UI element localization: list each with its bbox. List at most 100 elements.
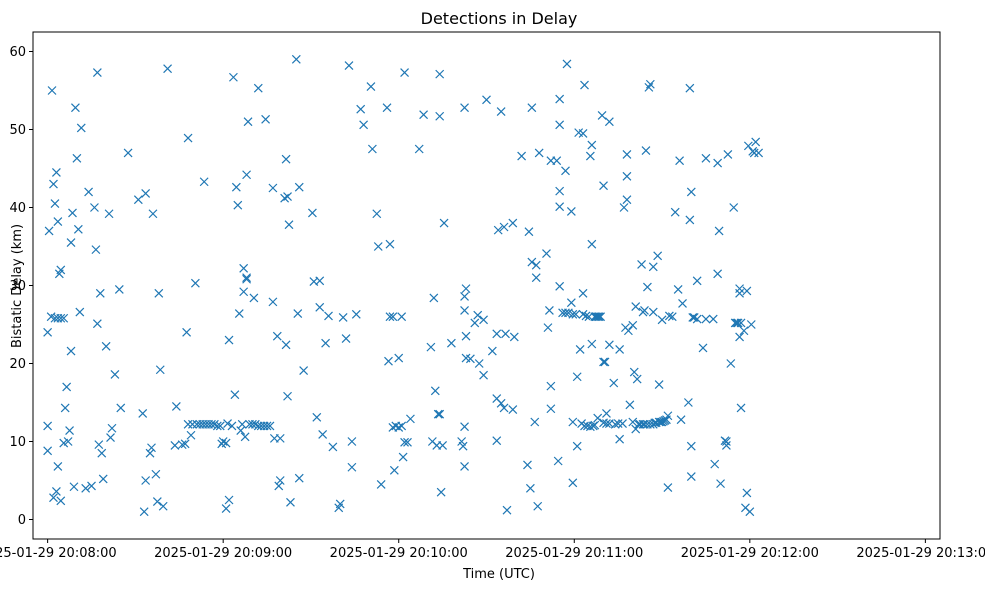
data-point	[50, 199, 60, 209]
data-point	[141, 476, 151, 485]
data-point	[692, 314, 702, 324]
data-point	[664, 311, 674, 321]
y-axis: 0 10 20 30 40 50 60	[9, 45, 33, 528]
data-point	[335, 499, 345, 509]
data-point	[356, 104, 366, 114]
data-point	[347, 437, 357, 446]
y-axis-label: Bistatic Delay (km)	[10, 224, 25, 348]
data-point	[388, 312, 398, 322]
data-point	[735, 288, 745, 298]
data-point	[98, 474, 108, 484]
data-point	[708, 314, 718, 324]
data-point	[487, 346, 497, 356]
data-point	[293, 309, 303, 319]
y-tick-label: 10	[9, 435, 26, 450]
data-point	[602, 408, 611, 418]
data-point	[148, 209, 158, 219]
data-point	[114, 284, 124, 294]
data-point	[435, 69, 445, 79]
data-point	[604, 117, 614, 127]
data-point	[622, 195, 632, 205]
data-point	[53, 217, 63, 226]
data-point	[265, 421, 275, 431]
data-point	[221, 438, 231, 448]
data-point	[499, 222, 509, 232]
data-point	[171, 401, 181, 411]
data-point	[587, 140, 597, 150]
data-point	[531, 260, 541, 270]
data-point	[294, 473, 304, 483]
data-point	[429, 293, 439, 303]
data-point	[215, 421, 225, 431]
data-point	[531, 273, 541, 283]
data-point	[70, 103, 80, 113]
data-point	[523, 460, 532, 470]
data-point	[243, 117, 253, 127]
data-point	[736, 318, 746, 328]
data-point	[546, 404, 556, 414]
data-point	[628, 417, 638, 427]
data-point	[640, 306, 649, 315]
data-point	[435, 409, 445, 419]
data-point	[433, 409, 443, 419]
data-point	[116, 403, 126, 413]
data-point	[154, 288, 164, 298]
data-point	[686, 441, 696, 451]
data-point	[199, 177, 209, 187]
data-point	[561, 308, 570, 318]
data-point	[84, 187, 94, 197]
data-point	[530, 417, 540, 427]
data-point	[183, 419, 193, 429]
data-point	[527, 103, 537, 113]
data-point	[274, 481, 284, 491]
data-point	[654, 380, 664, 389]
data-point	[585, 151, 595, 161]
data-point	[698, 343, 708, 353]
data-point	[635, 419, 645, 429]
data-point	[397, 421, 407, 431]
data-points	[43, 54, 764, 517]
data-point	[180, 439, 190, 449]
data-point	[207, 419, 216, 429]
data-point	[623, 326, 633, 336]
data-point	[47, 86, 57, 95]
data-point	[599, 181, 608, 191]
data-point	[338, 313, 348, 322]
data-point	[76, 123, 86, 133]
data-point	[749, 148, 759, 158]
data-point	[359, 120, 369, 130]
data-point	[249, 293, 259, 303]
data-point	[754, 148, 764, 158]
data-point	[92, 68, 102, 77]
data-point	[673, 284, 683, 294]
data-point	[580, 80, 589, 90]
data-point	[230, 390, 240, 400]
y-tick-label: 40	[9, 201, 26, 216]
data-point	[663, 411, 673, 421]
data-point	[281, 154, 291, 164]
data-point	[62, 382, 72, 392]
data-point	[622, 171, 632, 181]
data-point	[328, 442, 338, 452]
data-point	[746, 320, 756, 329]
data-point	[578, 288, 588, 298]
data-point	[657, 315, 667, 325]
data-point	[133, 195, 143, 205]
data-point	[90, 203, 99, 212]
data-point	[686, 187, 696, 197]
data-point	[59, 313, 69, 323]
data-point	[479, 370, 488, 380]
data-point	[553, 456, 563, 466]
data-point	[610, 419, 620, 429]
data-point	[458, 441, 468, 451]
data-point	[400, 68, 410, 77]
data-point	[163, 64, 173, 74]
x-tick-label: 2025-01-29 20:12:00	[681, 546, 819, 561]
data-point	[242, 170, 252, 180]
x-tick-label: 2025-01-29 20:11:00	[505, 546, 643, 561]
data-point	[224, 495, 234, 505]
data-point	[599, 357, 608, 367]
data-point	[555, 186, 565, 196]
data-point	[670, 207, 680, 217]
